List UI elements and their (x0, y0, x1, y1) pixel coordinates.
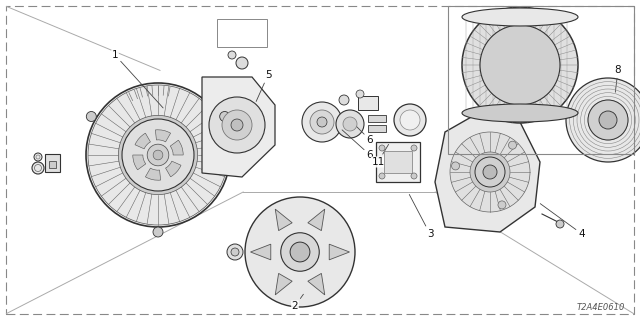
Polygon shape (275, 273, 292, 295)
Circle shape (498, 201, 506, 209)
Circle shape (450, 132, 530, 212)
Circle shape (32, 162, 44, 174)
Bar (217, 19, 267, 47)
Text: T2A4E0610: T2A4E0610 (577, 303, 625, 312)
Circle shape (480, 25, 560, 105)
Circle shape (302, 102, 342, 142)
Circle shape (475, 157, 505, 187)
Text: 6: 6 (342, 130, 373, 160)
Text: 10: 10 (0, 319, 1, 320)
Circle shape (599, 111, 617, 129)
Circle shape (411, 173, 417, 179)
Circle shape (336, 110, 364, 138)
Wedge shape (135, 133, 150, 149)
Text: 1: 1 (112, 50, 163, 108)
Bar (358, 96, 378, 110)
Circle shape (86, 83, 230, 227)
Circle shape (245, 197, 355, 307)
Circle shape (566, 78, 640, 162)
Text: 7: 7 (0, 319, 1, 320)
Wedge shape (166, 161, 181, 177)
Text: 11: 11 (371, 144, 388, 167)
Circle shape (452, 162, 460, 170)
Text: 9: 9 (0, 319, 1, 320)
Circle shape (281, 233, 319, 271)
Text: 3: 3 (410, 195, 433, 239)
Circle shape (379, 145, 385, 151)
Wedge shape (145, 168, 161, 180)
Text: 4: 4 (540, 204, 586, 239)
Circle shape (222, 110, 252, 140)
Wedge shape (133, 155, 146, 170)
Circle shape (236, 57, 248, 69)
Circle shape (483, 165, 497, 179)
Circle shape (339, 95, 349, 105)
Circle shape (394, 104, 426, 136)
Circle shape (147, 144, 169, 166)
Ellipse shape (462, 8, 578, 26)
Bar (368, 115, 386, 122)
Bar (49, 161, 56, 168)
Bar (45, 154, 60, 172)
Text: 2: 2 (292, 294, 303, 311)
Circle shape (356, 90, 364, 98)
Polygon shape (308, 273, 324, 295)
Polygon shape (250, 244, 271, 260)
Circle shape (343, 117, 357, 131)
Bar (376, 142, 420, 182)
Circle shape (509, 141, 516, 149)
Circle shape (556, 220, 564, 228)
Wedge shape (156, 130, 171, 142)
Circle shape (227, 244, 243, 260)
Circle shape (228, 51, 236, 59)
Text: 6: 6 (354, 124, 373, 145)
Circle shape (400, 110, 420, 130)
Circle shape (220, 111, 230, 122)
Circle shape (153, 227, 163, 237)
Polygon shape (202, 77, 275, 177)
Circle shape (153, 150, 163, 160)
Circle shape (209, 97, 265, 153)
Circle shape (118, 116, 198, 195)
Text: 8: 8 (614, 65, 621, 92)
Wedge shape (170, 140, 183, 155)
Circle shape (462, 7, 578, 123)
Circle shape (231, 119, 243, 131)
Bar (448, 6, 634, 154)
Circle shape (290, 242, 310, 262)
Circle shape (231, 248, 239, 256)
Circle shape (379, 173, 385, 179)
Ellipse shape (462, 104, 578, 122)
Circle shape (588, 100, 628, 140)
Circle shape (506, 113, 514, 121)
Circle shape (470, 152, 510, 192)
Polygon shape (308, 209, 324, 231)
Bar (384, 151, 412, 173)
Circle shape (34, 153, 42, 161)
Text: 5: 5 (256, 70, 271, 101)
Polygon shape (329, 244, 349, 260)
Circle shape (317, 117, 327, 127)
Circle shape (122, 119, 194, 191)
Bar (368, 125, 386, 132)
Polygon shape (435, 112, 540, 232)
Circle shape (86, 111, 96, 122)
Circle shape (125, 123, 191, 188)
Polygon shape (275, 209, 292, 231)
Circle shape (310, 110, 334, 134)
Circle shape (411, 145, 417, 151)
Circle shape (88, 85, 228, 225)
